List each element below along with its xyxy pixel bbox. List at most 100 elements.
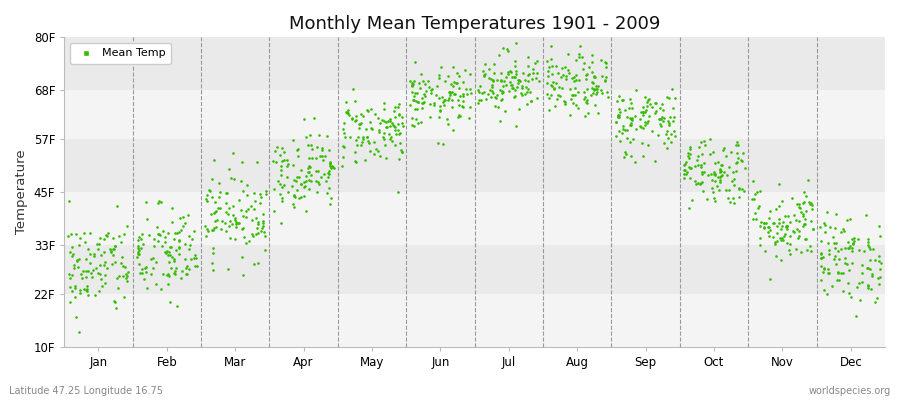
Point	[284, 182, 299, 189]
Point	[227, 176, 241, 182]
Point	[80, 288, 94, 294]
Point	[110, 202, 124, 209]
Point	[817, 229, 832, 235]
Point	[302, 186, 316, 193]
Point	[210, 217, 224, 224]
Point	[594, 57, 608, 63]
Point	[77, 239, 92, 245]
Point	[182, 246, 196, 252]
Point	[654, 114, 669, 120]
Point	[507, 94, 521, 100]
Point	[78, 287, 93, 294]
Point	[320, 178, 334, 184]
Point	[293, 194, 308, 200]
Point	[691, 180, 706, 186]
Point	[211, 205, 225, 212]
Point	[345, 115, 359, 121]
Point	[713, 169, 727, 176]
Point	[862, 266, 877, 272]
Point	[158, 248, 173, 255]
Point	[565, 100, 580, 106]
Point	[108, 259, 122, 265]
Point	[238, 214, 253, 220]
Point	[665, 86, 680, 92]
Point	[119, 274, 133, 281]
Point	[487, 60, 501, 67]
Point	[382, 118, 396, 124]
Point	[233, 206, 248, 213]
Point	[745, 216, 760, 222]
Point	[219, 199, 233, 206]
Point	[548, 63, 562, 69]
Point	[63, 275, 77, 281]
Point	[825, 283, 840, 290]
Point	[843, 215, 858, 222]
Point	[299, 178, 313, 184]
Point	[68, 294, 82, 300]
Point	[854, 279, 868, 285]
Point	[347, 158, 362, 164]
Point	[635, 109, 650, 115]
Point	[199, 196, 213, 202]
Point	[120, 273, 134, 280]
Point	[356, 136, 370, 142]
Point	[706, 148, 720, 155]
Point	[159, 248, 174, 254]
Point	[131, 246, 146, 253]
Point	[165, 205, 179, 212]
Point	[519, 84, 534, 90]
Point	[713, 179, 727, 185]
Point	[735, 158, 750, 164]
Point	[148, 281, 163, 287]
Point	[165, 219, 179, 226]
Point	[115, 273, 130, 280]
Point	[383, 134, 398, 140]
Point	[450, 70, 464, 76]
Point	[407, 123, 421, 129]
Point	[302, 155, 316, 161]
Point	[804, 248, 818, 254]
Point	[303, 132, 318, 138]
Point	[245, 216, 259, 223]
Point	[236, 272, 250, 278]
Point	[805, 206, 819, 212]
Point	[707, 159, 722, 166]
Point	[256, 220, 270, 226]
Point	[134, 236, 148, 242]
Point	[491, 52, 506, 58]
Point	[776, 218, 790, 225]
Point	[836, 270, 850, 276]
Point	[446, 79, 461, 85]
Point	[315, 146, 329, 153]
Point	[814, 255, 828, 261]
Point	[234, 177, 248, 184]
Point	[384, 138, 399, 144]
Point	[267, 148, 282, 155]
Point	[349, 142, 364, 148]
Point	[327, 164, 341, 171]
Point	[230, 221, 244, 228]
Point	[520, 89, 535, 96]
Point	[821, 270, 835, 276]
Point	[109, 305, 123, 311]
Point	[200, 192, 214, 199]
Point	[816, 220, 831, 226]
Point	[348, 118, 363, 124]
Point	[829, 210, 843, 217]
Point	[778, 224, 793, 230]
Point	[347, 149, 362, 155]
Point	[652, 105, 667, 111]
Point	[107, 298, 122, 304]
Point	[327, 164, 341, 170]
Point	[774, 237, 788, 243]
Point	[377, 130, 392, 136]
Point	[540, 58, 554, 64]
Point	[750, 189, 764, 196]
Point	[76, 268, 90, 274]
Point	[302, 164, 316, 171]
Point	[376, 118, 391, 124]
Point	[302, 177, 316, 184]
Point	[117, 294, 131, 300]
Point	[716, 172, 730, 179]
Point	[220, 210, 235, 217]
